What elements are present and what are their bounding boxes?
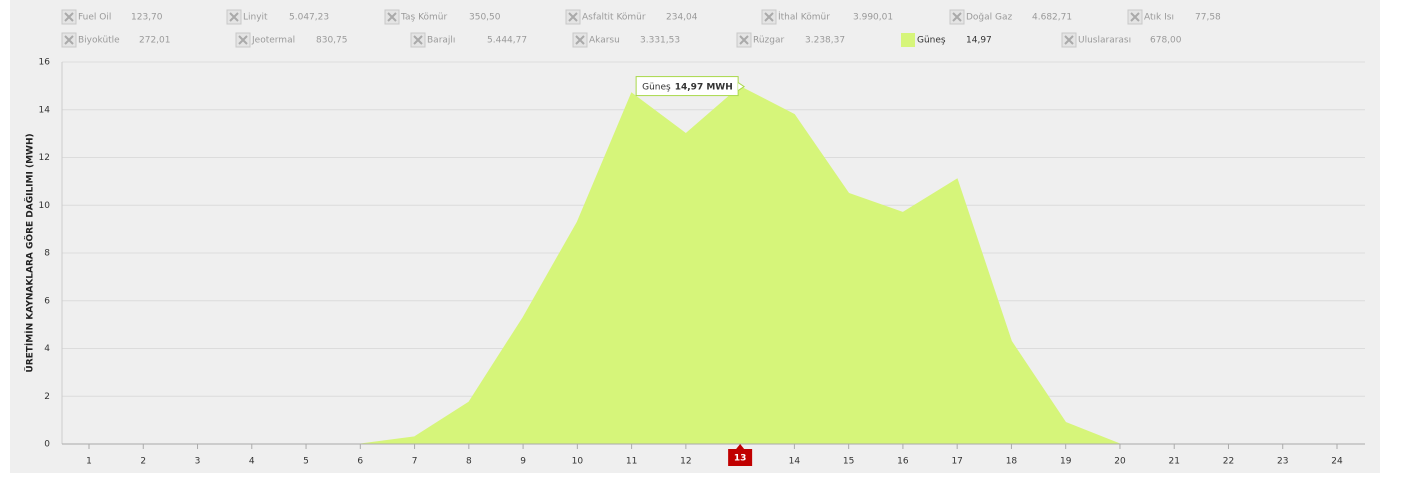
y-tick-label: 4 (44, 344, 50, 354)
tooltip-series: Güneş (642, 82, 671, 92)
legend-toggle-x (952, 12, 962, 22)
legend-name: Biyokütle (78, 36, 120, 46)
legend-toggle-x (1130, 12, 1140, 22)
x-tick-label: 9 (520, 457, 526, 467)
legend-value: 77,58 (1195, 13, 1221, 23)
legend-value: 123,70 (131, 13, 163, 23)
tooltip-text: Güneş 14,97 MWH (642, 82, 733, 92)
legend-value: 272,01 (139, 36, 171, 46)
x-tick-label: 16 (897, 457, 909, 467)
legend-toggle-x (764, 12, 774, 22)
x-tick-label: 1 (86, 457, 92, 467)
x-tick-label: 11 (626, 457, 637, 467)
x-tick-label: 8 (466, 457, 472, 467)
legend-toggle-x (568, 12, 578, 22)
tooltip: Güneş 14,97 MWH (635, 76, 746, 97)
x-tick-label: 15 (843, 457, 854, 467)
legend-value: 4.682,71 (1032, 13, 1072, 23)
x-tick-label: 14 (789, 457, 801, 467)
x-tick-label: 19 (1060, 457, 1072, 467)
x-tick-label: 20 (1114, 457, 1126, 467)
x-tick-label: 2 (140, 457, 146, 467)
x-highlight (728, 449, 753, 466)
x-tick-label: 4 (249, 457, 255, 467)
legend-value: 3.238,37 (805, 36, 845, 46)
x-tick-label: 24 (1331, 457, 1343, 467)
legend-name: Fuel Oil (78, 13, 111, 23)
x-tick-label: 13 (734, 454, 747, 464)
legend-toggle-x (739, 35, 749, 45)
y-tick-label: 10 (39, 201, 51, 211)
legend-toggle-x (387, 12, 397, 22)
x-tick-label: 18 (1006, 457, 1018, 467)
legend-name: Barajlı (427, 36, 455, 46)
legend-value: 350,50 (469, 13, 501, 23)
y-tick-label: 12 (39, 153, 50, 163)
y-tick-label: 0 (44, 440, 50, 450)
y-tick-label: 16 (39, 58, 51, 68)
legend-name: Rüzgar (753, 36, 785, 46)
y-tick-label: 8 (44, 249, 50, 259)
legend-name: Uluslararası (1078, 36, 1131, 46)
legend-name: Atık Isı (1144, 13, 1174, 23)
legend-value: 234,04 (666, 13, 698, 23)
legend-value: 830,75 (316, 36, 348, 46)
x-tick-label: 17 (951, 457, 962, 467)
x-highlight-pointer (736, 444, 745, 449)
legend-value: 3.331,53 (640, 36, 680, 46)
legend-swatch[interactable] (901, 33, 915, 47)
legend-toggle-x (238, 35, 248, 45)
legend-toggle-x (575, 35, 585, 45)
legend-toggle-x (64, 35, 74, 45)
legend-name: Güneş (917, 36, 946, 46)
tooltip-value: 14,97 MWH (675, 82, 733, 92)
legend-toggle-x (64, 12, 74, 22)
legend-name: Jeotermal (251, 36, 295, 46)
y-tick-label: 14 (39, 105, 51, 115)
legend-value: 3.990,01 (853, 13, 893, 23)
legend-value: 14,97 (966, 36, 992, 46)
legend-value: 5.444,77 (487, 36, 527, 46)
legend-name: Linyit (243, 13, 268, 23)
legend-name: İthal Kömür (778, 12, 830, 23)
legend-name: Doğal Gaz (966, 13, 1013, 23)
y-tick-label: 6 (44, 296, 50, 306)
x-tick-label: 10 (572, 457, 584, 467)
x-tick-label: 22 (1223, 457, 1234, 467)
x-tick-label: 5 (303, 457, 309, 467)
legend-name: Taş Kömür (400, 13, 448, 23)
legend-value: 5.047,23 (289, 13, 329, 23)
tooltip-pointer (737, 82, 746, 92)
x-tick-label: 21 (1168, 457, 1179, 467)
legend-name: Akarsu (589, 36, 620, 46)
legend-toggle-x (1064, 35, 1074, 45)
y-tick-label: 2 (44, 392, 50, 402)
legend-toggle-x (229, 12, 239, 22)
x-tick-label: 7 (412, 457, 418, 467)
x-tick-label: 23 (1277, 457, 1288, 467)
legend-value: 678,00 (1150, 36, 1182, 46)
y-axis-label: ÜRETİMİN KAYNAKLARA GÖRE DAĞILIMI (MWH) (24, 133, 36, 372)
x-tick-label: 12 (680, 457, 691, 467)
x-tick-label: 6 (357, 457, 363, 467)
x-tick-label: 3 (195, 457, 201, 467)
legend-toggle-x (413, 35, 423, 45)
legend-name: Asfaltit Kömür (582, 13, 646, 23)
